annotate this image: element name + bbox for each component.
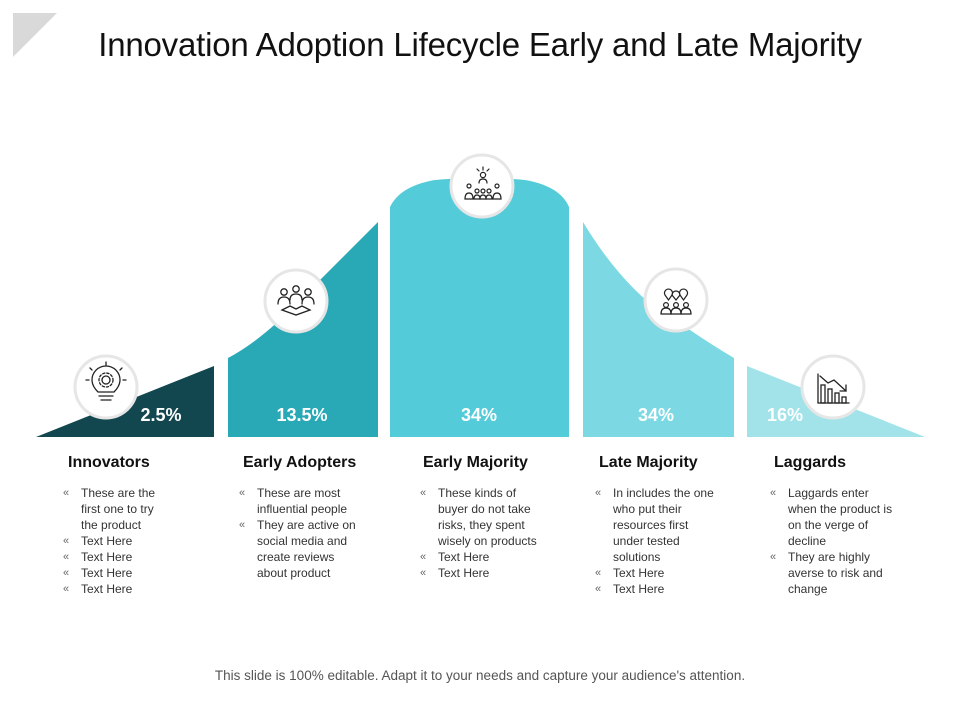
team-hierarchy-icon [449,153,515,219]
segment-early-majority [390,178,569,437]
bullet-list-late-majority: In includes the one who put their resour… [595,485,715,597]
stage-title-early-adopters: Early Adopters [243,454,357,471]
bullet-list-early-adopters: These are most influential people They a… [239,485,363,581]
list-item: These kinds of buyer do not take risks, … [420,485,538,549]
percent-innovators: 2.5% [140,405,182,425]
list-item: Text Here [595,565,715,581]
percent-early-majority: 34% [460,405,498,425]
bullet-list-early-majority: These kinds of buyer do not take risks, … [420,485,538,581]
list-item: Text Here [595,581,715,597]
stage-title-laggards: Laggards [774,454,847,471]
list-item: Text Here [420,565,538,581]
team-handshake-icon [263,268,329,334]
list-item: Text Here [63,565,173,581]
percent-late-majority: 34% [637,405,675,425]
list-item: Text Here [63,581,173,597]
stage-title-late-majority: Late Majority [599,454,698,471]
segment-late-majority [583,222,734,437]
corner-decoration [13,13,57,57]
list-item: They are highly averse to risk and chang… [770,549,894,597]
declining-bar-chart-icon [800,354,866,420]
list-item: Text Here [63,549,173,565]
percent-laggards: 16% [766,405,804,425]
lightbulb-gear-icon [73,354,139,420]
list-item: Laggards enter when the product is on th… [770,485,894,549]
list-item: These are most influential people [239,485,363,517]
stage-title-early-majority: Early Majority [423,454,528,471]
list-item: In includes the one who put their resour… [595,485,715,565]
list-item: These are the first one to try the produ… [63,485,173,533]
bullet-list-laggards: Laggards enter when the product is on th… [770,485,894,597]
list-item: Text Here [420,549,538,565]
stage-title-innovators: Innovators [68,454,150,471]
list-item: They are active on social media and crea… [239,517,363,581]
bullet-list-innovators: These are the first one to try the produ… [63,485,173,597]
percent-early-adopters: 13.5% [276,405,328,425]
people-location-icon [643,267,709,333]
list-item: Text Here [63,533,173,549]
slide-title: Innovation Adoption Lifecycle Early and … [98,26,862,63]
footer-note: This slide is 100% editable. Adapt it to… [214,668,746,683]
